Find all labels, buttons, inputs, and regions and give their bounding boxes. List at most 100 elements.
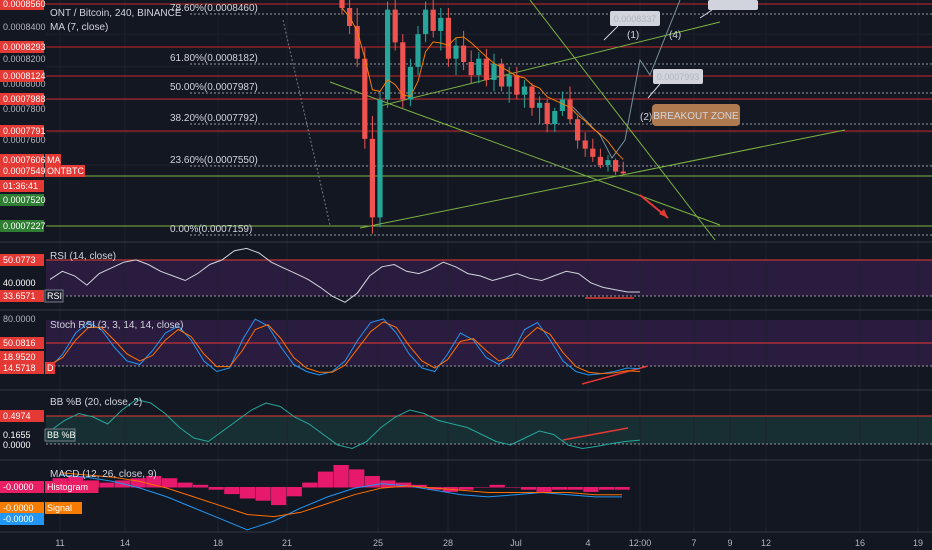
rsi-tag-label: RSI xyxy=(47,291,62,301)
candle-body xyxy=(544,102,550,125)
breakout-zone-text: BREAKOUT ZONE xyxy=(653,111,739,122)
time-axis-tick: 9 xyxy=(727,538,732,548)
candle-body xyxy=(423,9,429,35)
stoch-tag xyxy=(0,351,44,363)
stoch-tag xyxy=(0,337,44,349)
macd-histogram-bar xyxy=(567,487,583,490)
time-axis xyxy=(0,533,932,550)
price-callout xyxy=(708,0,758,10)
fib-level-label: 61.80%(0.0008182) xyxy=(170,53,258,64)
macd-histogram-bar xyxy=(474,487,490,488)
green-trendline xyxy=(379,21,721,107)
bb-tag-value: 0.1655 xyxy=(3,430,31,440)
rsi-tag-value: 50.0773 xyxy=(3,255,36,265)
red-arrow-head xyxy=(659,209,668,218)
fib-level-label: 23.60%(0.0007550) xyxy=(170,155,258,166)
candle-body xyxy=(377,99,383,218)
price-tag xyxy=(0,194,44,206)
macd-histogram-bar xyxy=(193,484,209,488)
candle-body xyxy=(620,171,626,174)
macd-histogram-bar xyxy=(552,487,568,490)
candle-body xyxy=(605,160,611,165)
chart-title: ONT / Bitcoin, 240, BINANCE xyxy=(50,8,182,19)
green-trendline xyxy=(329,81,721,226)
stoch-axis-tick: 80.0000 xyxy=(3,314,36,324)
time-axis-tick: 12:00 xyxy=(629,538,652,548)
time-axis-tick: 18 xyxy=(213,538,223,548)
ma-legend: MA (7, close) xyxy=(50,22,108,33)
macd-tag xyxy=(0,513,44,525)
callout-pointer xyxy=(603,25,619,41)
fib-level-label: 0.00%(0.0007159) xyxy=(170,224,252,235)
candle-body xyxy=(445,17,451,59)
candle-body xyxy=(453,45,459,59)
candle-body xyxy=(407,66,413,100)
price-tag-value: 0.0007549 xyxy=(3,166,46,176)
macd-histogram-bar xyxy=(271,487,287,506)
price-tag xyxy=(0,180,44,192)
macd-histogram-bar xyxy=(614,487,630,490)
candle-body xyxy=(597,156,603,165)
macd-tag xyxy=(0,502,44,514)
macd-histogram-bar xyxy=(349,469,365,488)
time-axis-tick: Jul xyxy=(510,538,522,548)
price-tag-value: 0.0007988 xyxy=(3,94,46,104)
macd-histogram-bar xyxy=(598,487,615,490)
time-axis-tick: 12 xyxy=(761,538,771,548)
price-tag-value: 0.0007791 xyxy=(3,126,46,136)
price-callout xyxy=(610,11,660,26)
candle-body xyxy=(438,17,444,31)
macd-histogram-bar xyxy=(520,487,537,490)
price-callout xyxy=(653,69,703,84)
macd-histogram-bar xyxy=(177,482,193,488)
price-tag-value: 0.0008560 xyxy=(3,0,46,9)
candle-body xyxy=(400,42,406,100)
price-axis-tick: 0.0007800 xyxy=(3,104,46,114)
candle-body xyxy=(339,0,345,9)
candle-body xyxy=(567,99,573,120)
breakout-zone-box xyxy=(652,104,740,126)
candle-body xyxy=(582,140,588,149)
macd-histogram-bar xyxy=(286,487,302,497)
price-tag-label-bg xyxy=(45,165,85,177)
macd-histogram-bar xyxy=(239,487,256,499)
candle-body xyxy=(430,9,436,31)
bb-label: BB %B (20, close, 2) xyxy=(50,397,142,408)
ma-line xyxy=(341,7,624,160)
price-tag xyxy=(0,125,44,137)
rsi-tag-value: 33.6571 xyxy=(3,291,36,301)
candle-body xyxy=(483,58,489,80)
candle-body xyxy=(392,9,398,43)
candle-body xyxy=(613,160,619,172)
rsi-line xyxy=(49,247,640,303)
price-tag-value: 0.0007606 xyxy=(3,155,46,165)
price-callout-text: 0.0008337 xyxy=(614,14,657,24)
candle-body xyxy=(369,138,375,218)
stoch-label: Stoch RSI (3, 3, 14, 14, close) xyxy=(50,320,183,331)
candle-body xyxy=(521,86,527,95)
macd-histogram-bar xyxy=(208,487,224,490)
stoch-d-line xyxy=(49,321,641,375)
bb-trendline xyxy=(562,427,629,441)
price-tag xyxy=(0,70,44,82)
macd-histogram-bar xyxy=(411,484,427,488)
bb-tag xyxy=(0,410,44,422)
macd-tag-label-bg xyxy=(45,481,99,493)
candle-body xyxy=(506,75,512,87)
time-axis-tick: 21 xyxy=(282,538,292,548)
price-tag xyxy=(0,154,44,166)
time-axis-tick: 7 xyxy=(691,538,696,548)
candle-body xyxy=(499,63,505,87)
price-tag-label-bg xyxy=(45,154,61,166)
macd-histogram-bar xyxy=(333,465,349,488)
macd-histogram-bar xyxy=(536,487,552,492)
candle-body xyxy=(537,102,543,108)
macd-histogram-bar xyxy=(224,487,240,495)
candle-body xyxy=(362,58,368,139)
macd-tag xyxy=(0,481,44,493)
price-tag xyxy=(0,220,44,232)
price-axis-tick: 0.0008000 xyxy=(3,79,46,89)
price-tag-value: 0.0008293 xyxy=(3,42,46,52)
